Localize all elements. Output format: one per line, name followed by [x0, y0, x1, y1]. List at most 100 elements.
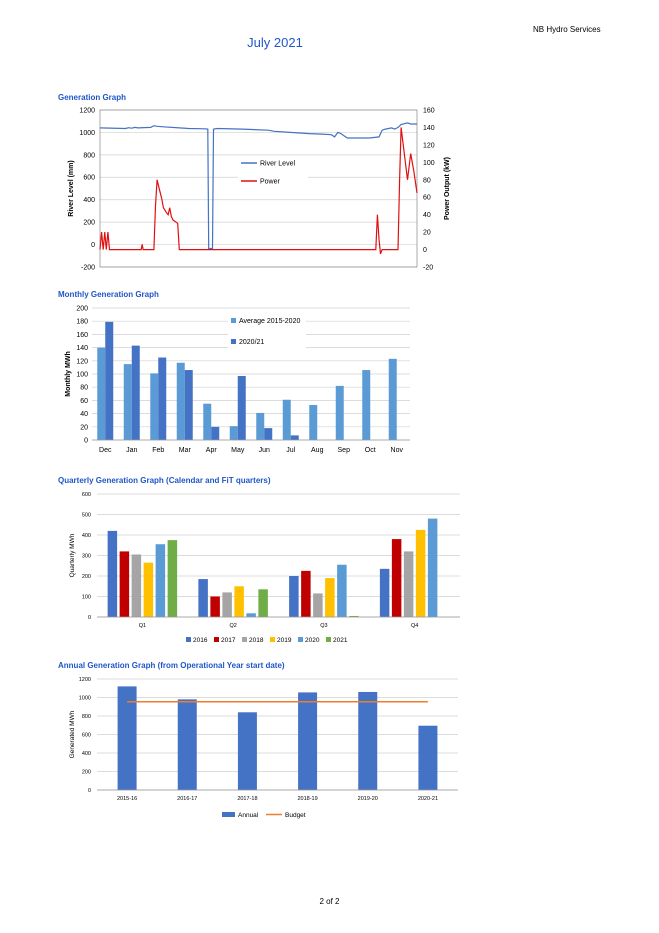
y-tick-label: 0 — [91, 242, 95, 249]
bar — [229, 426, 238, 440]
x-tick-label: Apr — [206, 447, 218, 454]
legend-label: 2020/21 — [239, 339, 264, 346]
y-tick-label: 120 — [76, 358, 88, 365]
bar — [391, 539, 402, 617]
y-tick-label: 0 — [88, 615, 91, 621]
bar — [258, 589, 268, 617]
bar — [246, 613, 256, 617]
legend-swatch — [298, 637, 303, 642]
y-tick-label: 140 — [76, 345, 88, 352]
x-tick-label: Mar — [179, 447, 192, 454]
y-tick-label: 1200 — [79, 107, 95, 114]
bar — [301, 570, 311, 617]
report-title: July 2021 — [247, 35, 303, 50]
bar — [123, 364, 132, 440]
y2-tick-label: -20 — [423, 265, 433, 272]
y-tick-label: 600 — [83, 175, 95, 182]
y-tick-label: 200 — [82, 769, 91, 775]
bar — [403, 551, 414, 617]
bar — [158, 357, 167, 440]
legend-swatch — [231, 318, 236, 323]
section-title-quarterly: Quarterly Generation Graph (Calendar and… — [58, 476, 271, 485]
x-tick-label: Aug — [311, 447, 324, 454]
y2-tick-label: 40 — [423, 212, 431, 219]
y-axis-label: Quarterly MWh — [69, 533, 76, 577]
bar — [198, 579, 208, 617]
legend-label: Annual — [238, 812, 259, 819]
bar — [335, 385, 344, 440]
bar — [337, 564, 347, 617]
y-tick-label: 100 — [82, 594, 91, 600]
bar — [119, 551, 130, 617]
bar — [131, 554, 142, 617]
legend-label: 2019 — [277, 637, 292, 644]
y-tick-label: 800 — [82, 714, 91, 720]
y-tick-label: -200 — [81, 264, 95, 271]
legend-swatch — [231, 339, 236, 344]
legend-label: 2016 — [193, 637, 208, 644]
legend-box — [238, 156, 308, 188]
bar — [222, 592, 232, 617]
legend-swatch — [326, 637, 331, 642]
bar — [143, 562, 154, 617]
bar — [167, 540, 178, 617]
bar — [362, 370, 371, 440]
y2-tick-label: 0 — [423, 247, 427, 254]
bar — [237, 375, 246, 440]
x-tick-label: Jun — [259, 447, 270, 454]
y-axis-label: River Level (mm) — [68, 160, 75, 216]
bar — [234, 586, 244, 617]
y2-tick-label: 80 — [423, 177, 431, 184]
legend-label: Power — [260, 179, 281, 186]
bar — [358, 691, 378, 790]
bar — [313, 593, 323, 617]
legend-label: Average 2015-2020 — [239, 318, 300, 325]
x-tick-label: Nov — [391, 447, 404, 454]
x-tick-label: Q1 — [139, 623, 146, 629]
bar — [325, 578, 335, 617]
y-tick-label: 1000 — [79, 130, 95, 137]
legend-label: River Level — [260, 161, 295, 168]
x-tick-label: 2017-18 — [237, 796, 257, 802]
y-tick-label: 800 — [83, 152, 95, 159]
y-axis-label: Generated MWh — [69, 710, 76, 758]
bar — [105, 321, 114, 440]
bar — [289, 576, 299, 617]
bar — [177, 699, 197, 790]
x-tick-label: 2015-16 — [117, 796, 137, 802]
bar — [415, 529, 426, 617]
bar — [97, 347, 106, 440]
x-tick-label: 2019-20 — [358, 796, 378, 802]
x-tick-label: Oct — [365, 447, 376, 454]
bar — [388, 358, 397, 440]
legend-label: 2017 — [221, 637, 236, 644]
x-tick-label: Jan — [126, 447, 137, 454]
legend-label: Budget — [285, 812, 306, 819]
bar — [282, 399, 291, 440]
x-tick-label: Q4 — [411, 623, 418, 629]
legend-label: 2021 — [333, 637, 348, 644]
legend-swatch — [270, 637, 275, 642]
x-tick-label: 2018-19 — [297, 796, 317, 802]
bar — [131, 345, 140, 440]
x-tick-label: Q2 — [229, 623, 236, 629]
bar — [298, 692, 318, 790]
y-tick-label: 300 — [82, 553, 91, 559]
y-tick-label: 20 — [80, 424, 88, 431]
bar — [203, 403, 212, 440]
x-tick-label: May — [231, 447, 245, 454]
x-tick-label: Sep — [338, 447, 351, 454]
legend-swatch — [186, 637, 191, 642]
x-tick-label: Dec — [99, 447, 112, 454]
bar — [379, 568, 390, 617]
y-tick-label: 400 — [83, 197, 95, 204]
bar — [184, 370, 193, 440]
y-tick-label: 200 — [76, 305, 88, 312]
y-tick-label: 40 — [80, 411, 88, 418]
section-title-monthly: Monthly Generation Graph — [58, 290, 159, 299]
bar — [150, 373, 159, 440]
y2-tick-label: 140 — [423, 125, 435, 132]
